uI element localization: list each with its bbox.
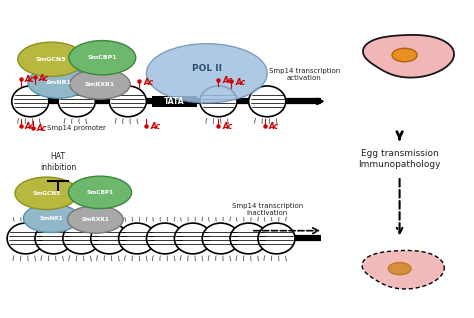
Text: SmNR1: SmNR1	[45, 80, 71, 85]
Ellipse shape	[68, 176, 132, 209]
Text: Smp14 transcription
activation: Smp14 transcription activation	[269, 68, 340, 81]
Text: Ac: Ac	[39, 74, 49, 83]
Text: Smp14 promoter: Smp14 promoter	[47, 125, 106, 131]
Ellipse shape	[7, 223, 44, 254]
Ellipse shape	[230, 223, 267, 254]
Text: Ac: Ac	[143, 78, 153, 86]
Text: Ac: Ac	[222, 76, 232, 85]
Text: SmNR1: SmNR1	[39, 216, 63, 221]
Text: SmRXR1: SmRXR1	[82, 217, 109, 222]
Ellipse shape	[109, 86, 146, 117]
Text: Ac: Ac	[25, 75, 35, 84]
Ellipse shape	[58, 86, 95, 117]
Text: Egg transmission
Immunopathology: Egg transmission Immunopathology	[358, 149, 441, 169]
Ellipse shape	[91, 223, 128, 254]
Text: Ac: Ac	[25, 122, 35, 131]
Ellipse shape	[35, 223, 72, 254]
Ellipse shape	[174, 223, 211, 254]
Text: Ac: Ac	[150, 122, 160, 131]
Ellipse shape	[63, 223, 100, 254]
Ellipse shape	[388, 263, 411, 275]
Polygon shape	[363, 35, 454, 78]
Ellipse shape	[200, 86, 237, 117]
Ellipse shape	[392, 48, 417, 62]
Text: Ac: Ac	[36, 124, 46, 133]
Ellipse shape	[258, 223, 295, 254]
Text: HAT
inhibition: HAT inhibition	[40, 152, 76, 172]
Text: SmCBP1: SmCBP1	[88, 55, 117, 60]
Text: SmGCN5: SmGCN5	[32, 191, 61, 196]
Text: SmCBP1: SmCBP1	[86, 190, 114, 195]
Text: SmGCN5: SmGCN5	[36, 57, 66, 62]
Ellipse shape	[69, 41, 136, 75]
Text: Ac: Ac	[269, 122, 279, 131]
Ellipse shape	[12, 86, 49, 117]
Text: Ac: Ac	[222, 122, 232, 131]
Ellipse shape	[146, 223, 183, 254]
Polygon shape	[362, 251, 444, 289]
Ellipse shape	[18, 42, 85, 76]
Text: Smp14 transcription
inactivation: Smp14 transcription inactivation	[232, 203, 303, 216]
Text: POL II: POL II	[192, 64, 222, 73]
Ellipse shape	[202, 223, 239, 254]
Text: SmRXR1: SmRXR1	[85, 82, 115, 87]
Ellipse shape	[249, 86, 286, 117]
Ellipse shape	[28, 67, 88, 98]
Ellipse shape	[67, 206, 123, 233]
Ellipse shape	[146, 44, 267, 103]
Text: Ac: Ac	[235, 78, 245, 86]
Ellipse shape	[15, 177, 78, 210]
Text: TATA: TATA	[164, 97, 184, 106]
Ellipse shape	[70, 69, 130, 99]
Ellipse shape	[23, 204, 79, 232]
FancyBboxPatch shape	[152, 96, 197, 107]
Ellipse shape	[118, 223, 155, 254]
